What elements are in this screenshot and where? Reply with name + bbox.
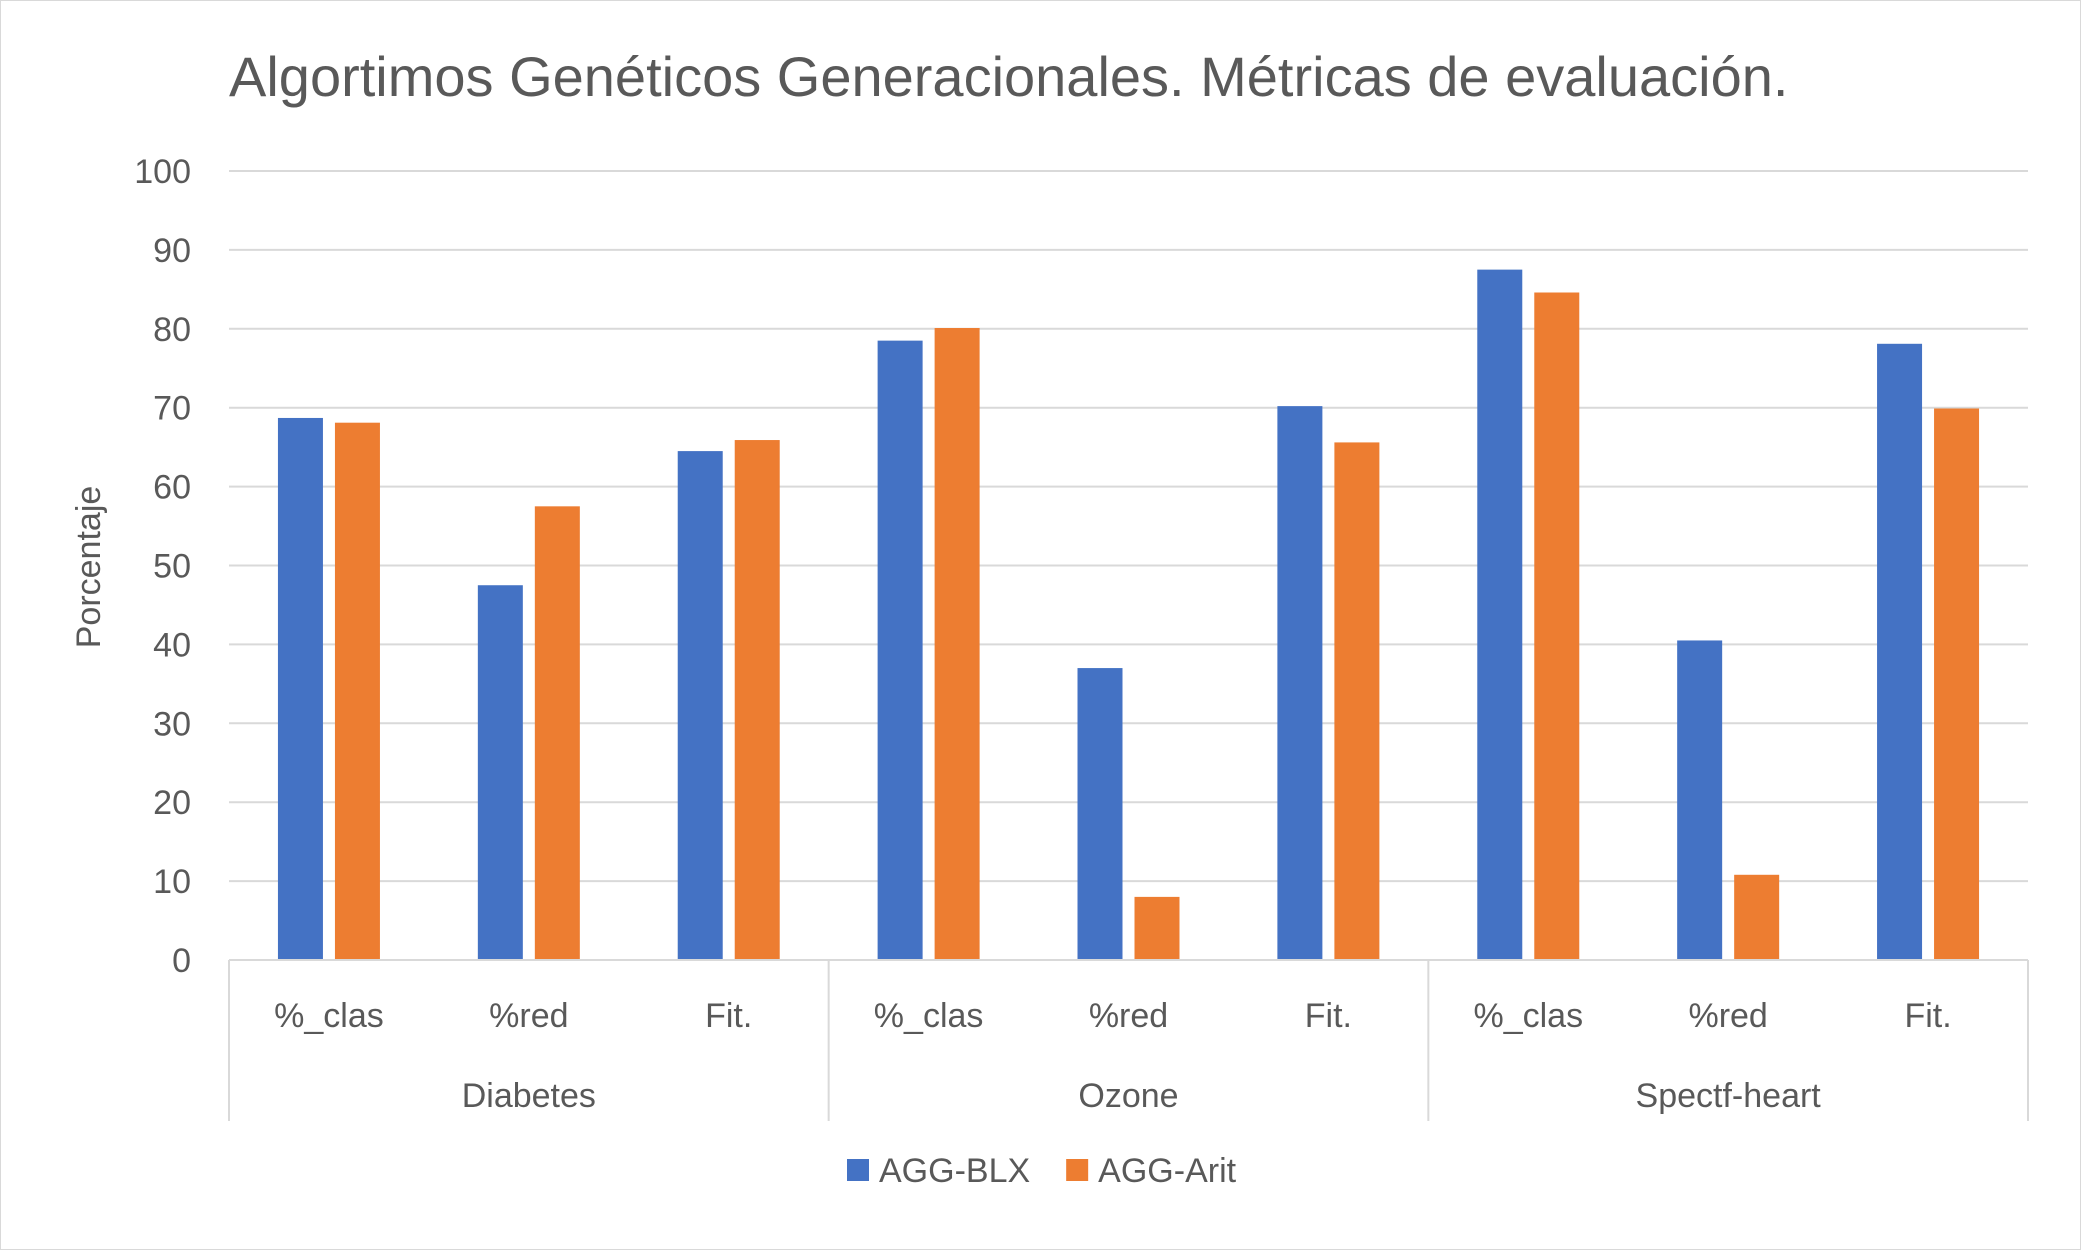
x-axis-labels: %_clas %red Fit. %_clas %red Fit. %_clas %red Fi… bbox=[274, 997, 1952, 1115]
y-tick-label: 60 bbox=[153, 469, 191, 507]
y-tick-label: 80 bbox=[153, 311, 191, 349]
bar bbox=[1877, 343, 1923, 960]
chart-title: Algortimos Genéticos Generacionales. Mét… bbox=[229, 45, 1788, 108]
y-tick-label: 70 bbox=[153, 390, 191, 428]
y-tick-label: 50 bbox=[153, 548, 191, 586]
y-tick-label: 90 bbox=[153, 232, 191, 270]
bar bbox=[934, 328, 980, 960]
bar bbox=[1077, 668, 1123, 960]
bar bbox=[1277, 406, 1323, 960]
bar bbox=[1677, 640, 1723, 960]
y-axis-ticks: 0 10 20 30 40 50 60 70 80 90 100 bbox=[134, 153, 191, 980]
x-tick-label: %_clas bbox=[874, 997, 984, 1035]
x-tick-label: Fit. bbox=[1305, 997, 1352, 1035]
y-tick-label: 0 bbox=[172, 942, 191, 980]
y-tick-label: 30 bbox=[153, 705, 191, 743]
x-tick-label: %red bbox=[1688, 997, 1767, 1035]
gridlines bbox=[229, 170, 2028, 883]
bar bbox=[477, 585, 523, 960]
x-axis bbox=[228, 959, 2029, 1121]
legend-swatch bbox=[847, 1159, 869, 1181]
group-label: Ozone bbox=[1078, 1077, 1178, 1115]
legend-swatch bbox=[1066, 1159, 1089, 1181]
group-label: Diabetes bbox=[462, 1077, 596, 1115]
x-tick-label: Fit. bbox=[705, 997, 752, 1035]
bar bbox=[1534, 292, 1580, 961]
x-tick-label: %red bbox=[489, 997, 568, 1035]
bar bbox=[734, 440, 780, 960]
x-tick-label: %_clas bbox=[1473, 997, 1583, 1035]
y-tick-label: 10 bbox=[153, 863, 191, 901]
bar bbox=[1134, 896, 1180, 960]
bar bbox=[877, 340, 923, 960]
bar bbox=[1734, 874, 1780, 960]
y-tick-label: 20 bbox=[153, 784, 191, 822]
y-tick-label: 40 bbox=[153, 626, 191, 664]
bar bbox=[1334, 442, 1380, 960]
bar bbox=[277, 417, 323, 960]
y-axis-label: Porcentaje bbox=[70, 486, 108, 649]
bar bbox=[1934, 408, 1980, 960]
x-tick-label: %_clas bbox=[274, 997, 384, 1035]
legend-label: AGG-BLX bbox=[879, 1152, 1030, 1190]
x-tick-label: %red bbox=[1089, 997, 1168, 1035]
bar bbox=[334, 422, 380, 960]
group-label: Spectf-heart bbox=[1636, 1077, 1822, 1115]
legend-label: AGG-Arit bbox=[1098, 1152, 1236, 1190]
y-tick-label: 100 bbox=[134, 153, 191, 191]
bar bbox=[677, 451, 723, 960]
x-tick-label: Fit. bbox=[1904, 997, 1951, 1035]
bar bbox=[1477, 269, 1523, 960]
bars bbox=[277, 269, 1980, 961]
bar bbox=[534, 506, 580, 960]
legend: AGG-BLX AGG-Arit bbox=[847, 1152, 1237, 1190]
